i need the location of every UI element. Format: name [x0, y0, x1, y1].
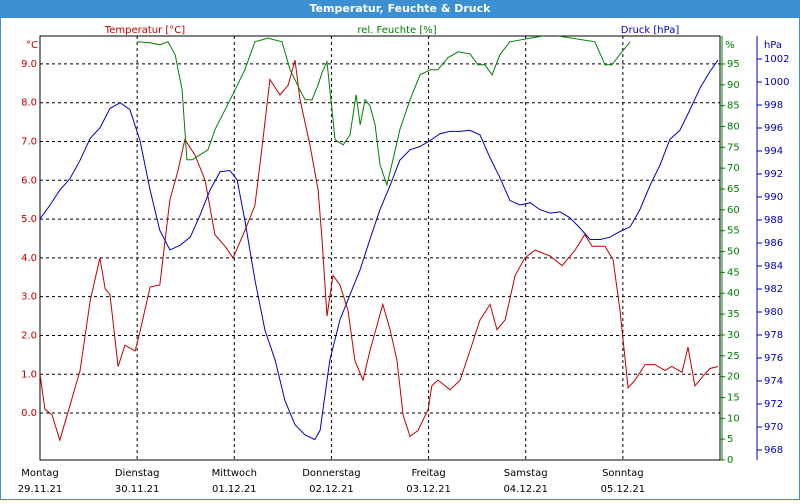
y2-tick-label: 65 — [727, 184, 740, 195]
y3-tick-label: 982 — [764, 284, 783, 295]
y2-tick-label: 35 — [727, 309, 740, 320]
chart-title: Temperatur, Feuchte & Druck — [310, 2, 492, 15]
y-tick-label: 2.0 — [21, 330, 37, 341]
y3-tick-label: 974 — [764, 376, 783, 387]
x-tick-date: 04.12.21 — [503, 484, 548, 495]
x-tick-label: Freitag — [411, 468, 445, 479]
legend-label: Temperatur [°C] — [104, 25, 185, 36]
y3-tick-label: 986 — [764, 238, 783, 249]
y2-tick-label: 95 — [727, 59, 740, 70]
y-axis-unit: °C — [26, 40, 38, 51]
x-tick-date: 05.12.21 — [601, 484, 646, 495]
y-tick-label: 0.0 — [21, 408, 37, 419]
x-tick-date: 29.11.21 — [18, 484, 63, 495]
x-tick-date: 02.12.21 — [309, 484, 354, 495]
series-line — [137, 36, 631, 187]
y3-tick-label: 984 — [764, 261, 783, 272]
y3-tick-label: 970 — [764, 422, 783, 433]
y3-tick-label: 1002 — [764, 54, 789, 65]
y-tick-label: 9.0 — [21, 59, 37, 70]
y2-tick-label: 15 — [727, 392, 740, 403]
x-tick-date: 01.12.21 — [212, 484, 257, 495]
x-tick-label: Donnerstag — [302, 468, 360, 479]
y2-tick-label: 40 — [727, 288, 740, 299]
x-tick-label: Samstag — [504, 468, 548, 479]
y-tick-label: 6.0 — [21, 175, 37, 186]
y3-tick-label: 994 — [764, 146, 783, 157]
y-tick-label: 5.0 — [21, 214, 37, 225]
y3-tick-label: 972 — [764, 399, 783, 410]
y3-axis-unit: hPa — [764, 40, 782, 51]
y2-tick-label: 60 — [727, 205, 740, 216]
y2-tick-label: 80 — [727, 121, 740, 132]
x-tick-label: Sonntag — [602, 468, 644, 479]
y2-tick-label: 30 — [727, 330, 740, 341]
y3-tick-label: 992 — [764, 169, 783, 180]
series-line — [40, 59, 719, 442]
legend-label: Druck [hPa] — [621, 25, 680, 36]
y2-tick-label: 20 — [727, 372, 740, 383]
y2-axis-unit: % — [725, 40, 735, 51]
y2-tick-label: 55 — [727, 226, 740, 237]
y2-tick-label: 5 — [727, 434, 733, 445]
legend-label: rel. Feuchte [%] — [357, 25, 436, 36]
x-tick-date: 03.12.21 — [406, 484, 451, 495]
y-tick-label: 1.0 — [21, 369, 37, 380]
y3-tick-label: 976 — [764, 353, 783, 364]
y-tick-label: 3.0 — [21, 292, 37, 303]
y3-tick-label: 978 — [764, 330, 783, 341]
x-tick-label: Montag — [21, 468, 58, 479]
y2-tick-label: 0 — [727, 455, 733, 466]
y3-tick-label: 980 — [764, 307, 783, 318]
x-tick-date: 30.11.21 — [115, 484, 160, 495]
x-tick-label: Dienstag — [115, 468, 160, 479]
y3-tick-label: 990 — [764, 192, 783, 203]
y3-tick-label: 996 — [764, 123, 783, 134]
y3-tick-label: 968 — [764, 445, 783, 456]
y2-tick-label: 85 — [727, 101, 740, 112]
y2-tick-label: 45 — [727, 267, 740, 278]
title-bar — [0, 0, 800, 18]
y-tick-label: 8.0 — [21, 98, 37, 109]
y2-tick-label: 90 — [727, 80, 740, 91]
plot-frame — [39, 35, 721, 461]
y-tick-label: 4.0 — [21, 253, 37, 264]
y3-tick-label: 988 — [764, 215, 783, 226]
y2-tick-label: 25 — [727, 351, 740, 362]
y2-tick-label: 10 — [727, 413, 740, 424]
y-tick-label: 7.0 — [21, 137, 37, 148]
series-line — [40, 59, 719, 441]
y2-tick-label: 70 — [727, 163, 740, 174]
y3-tick-label: 1000 — [764, 77, 789, 88]
y3-tick-label: 998 — [764, 100, 783, 111]
y2-tick-label: 50 — [727, 247, 740, 258]
y2-tick-label: 75 — [727, 142, 740, 153]
x-tick-label: Mittwoch — [212, 468, 257, 479]
